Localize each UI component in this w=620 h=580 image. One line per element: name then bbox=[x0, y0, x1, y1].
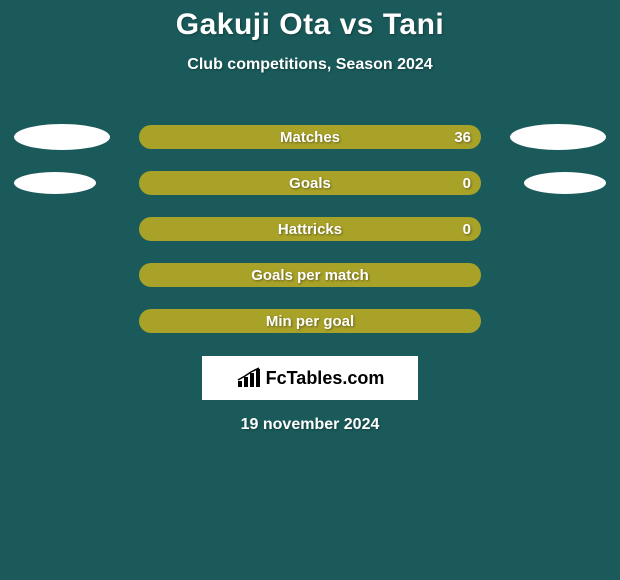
stat-bar: Hattricks 0 bbox=[139, 217, 481, 241]
left-ellipse bbox=[14, 124, 110, 150]
stat-row: Goals 0 bbox=[0, 160, 620, 206]
stat-bar: Goals per match bbox=[139, 263, 481, 287]
stat-label: Hattricks bbox=[278, 221, 342, 238]
stat-row: Min per goal bbox=[0, 298, 620, 344]
stats-rows: Matches 36 Goals 0 Hattricks 0 Goals per match… bbox=[0, 114, 620, 344]
comparison-infographic: Gakuji Ota vs Tani Club competitions, Se… bbox=[0, 0, 620, 434]
right-ellipse bbox=[510, 124, 606, 150]
stat-row: Matches 36 bbox=[0, 114, 620, 160]
stat-value-right: 0 bbox=[463, 175, 471, 192]
left-ellipse bbox=[14, 172, 96, 194]
date-text: 19 november 2024 bbox=[0, 416, 620, 434]
right-ellipse bbox=[524, 172, 606, 194]
logo-box: FcTables.com bbox=[202, 356, 418, 400]
stat-row: Goals per match bbox=[0, 252, 620, 298]
subtitle: Club competitions, Season 2024 bbox=[0, 56, 620, 74]
logo-text: FcTables.com bbox=[266, 368, 385, 389]
stat-bar: Matches 36 bbox=[139, 125, 481, 149]
page-title: Gakuji Ota vs Tani bbox=[0, 8, 620, 42]
stat-label: Matches bbox=[280, 129, 340, 146]
stat-label: Goals per match bbox=[251, 267, 369, 284]
stat-bar: Goals 0 bbox=[139, 171, 481, 195]
stat-bar: Min per goal bbox=[139, 309, 481, 333]
stat-value-right: 36 bbox=[454, 129, 471, 146]
chart-icon bbox=[236, 367, 262, 389]
stat-value-right: 0 bbox=[463, 221, 471, 238]
stat-row: Hattricks 0 bbox=[0, 206, 620, 252]
stat-label: Goals bbox=[289, 175, 331, 192]
stat-label: Min per goal bbox=[266, 313, 354, 330]
